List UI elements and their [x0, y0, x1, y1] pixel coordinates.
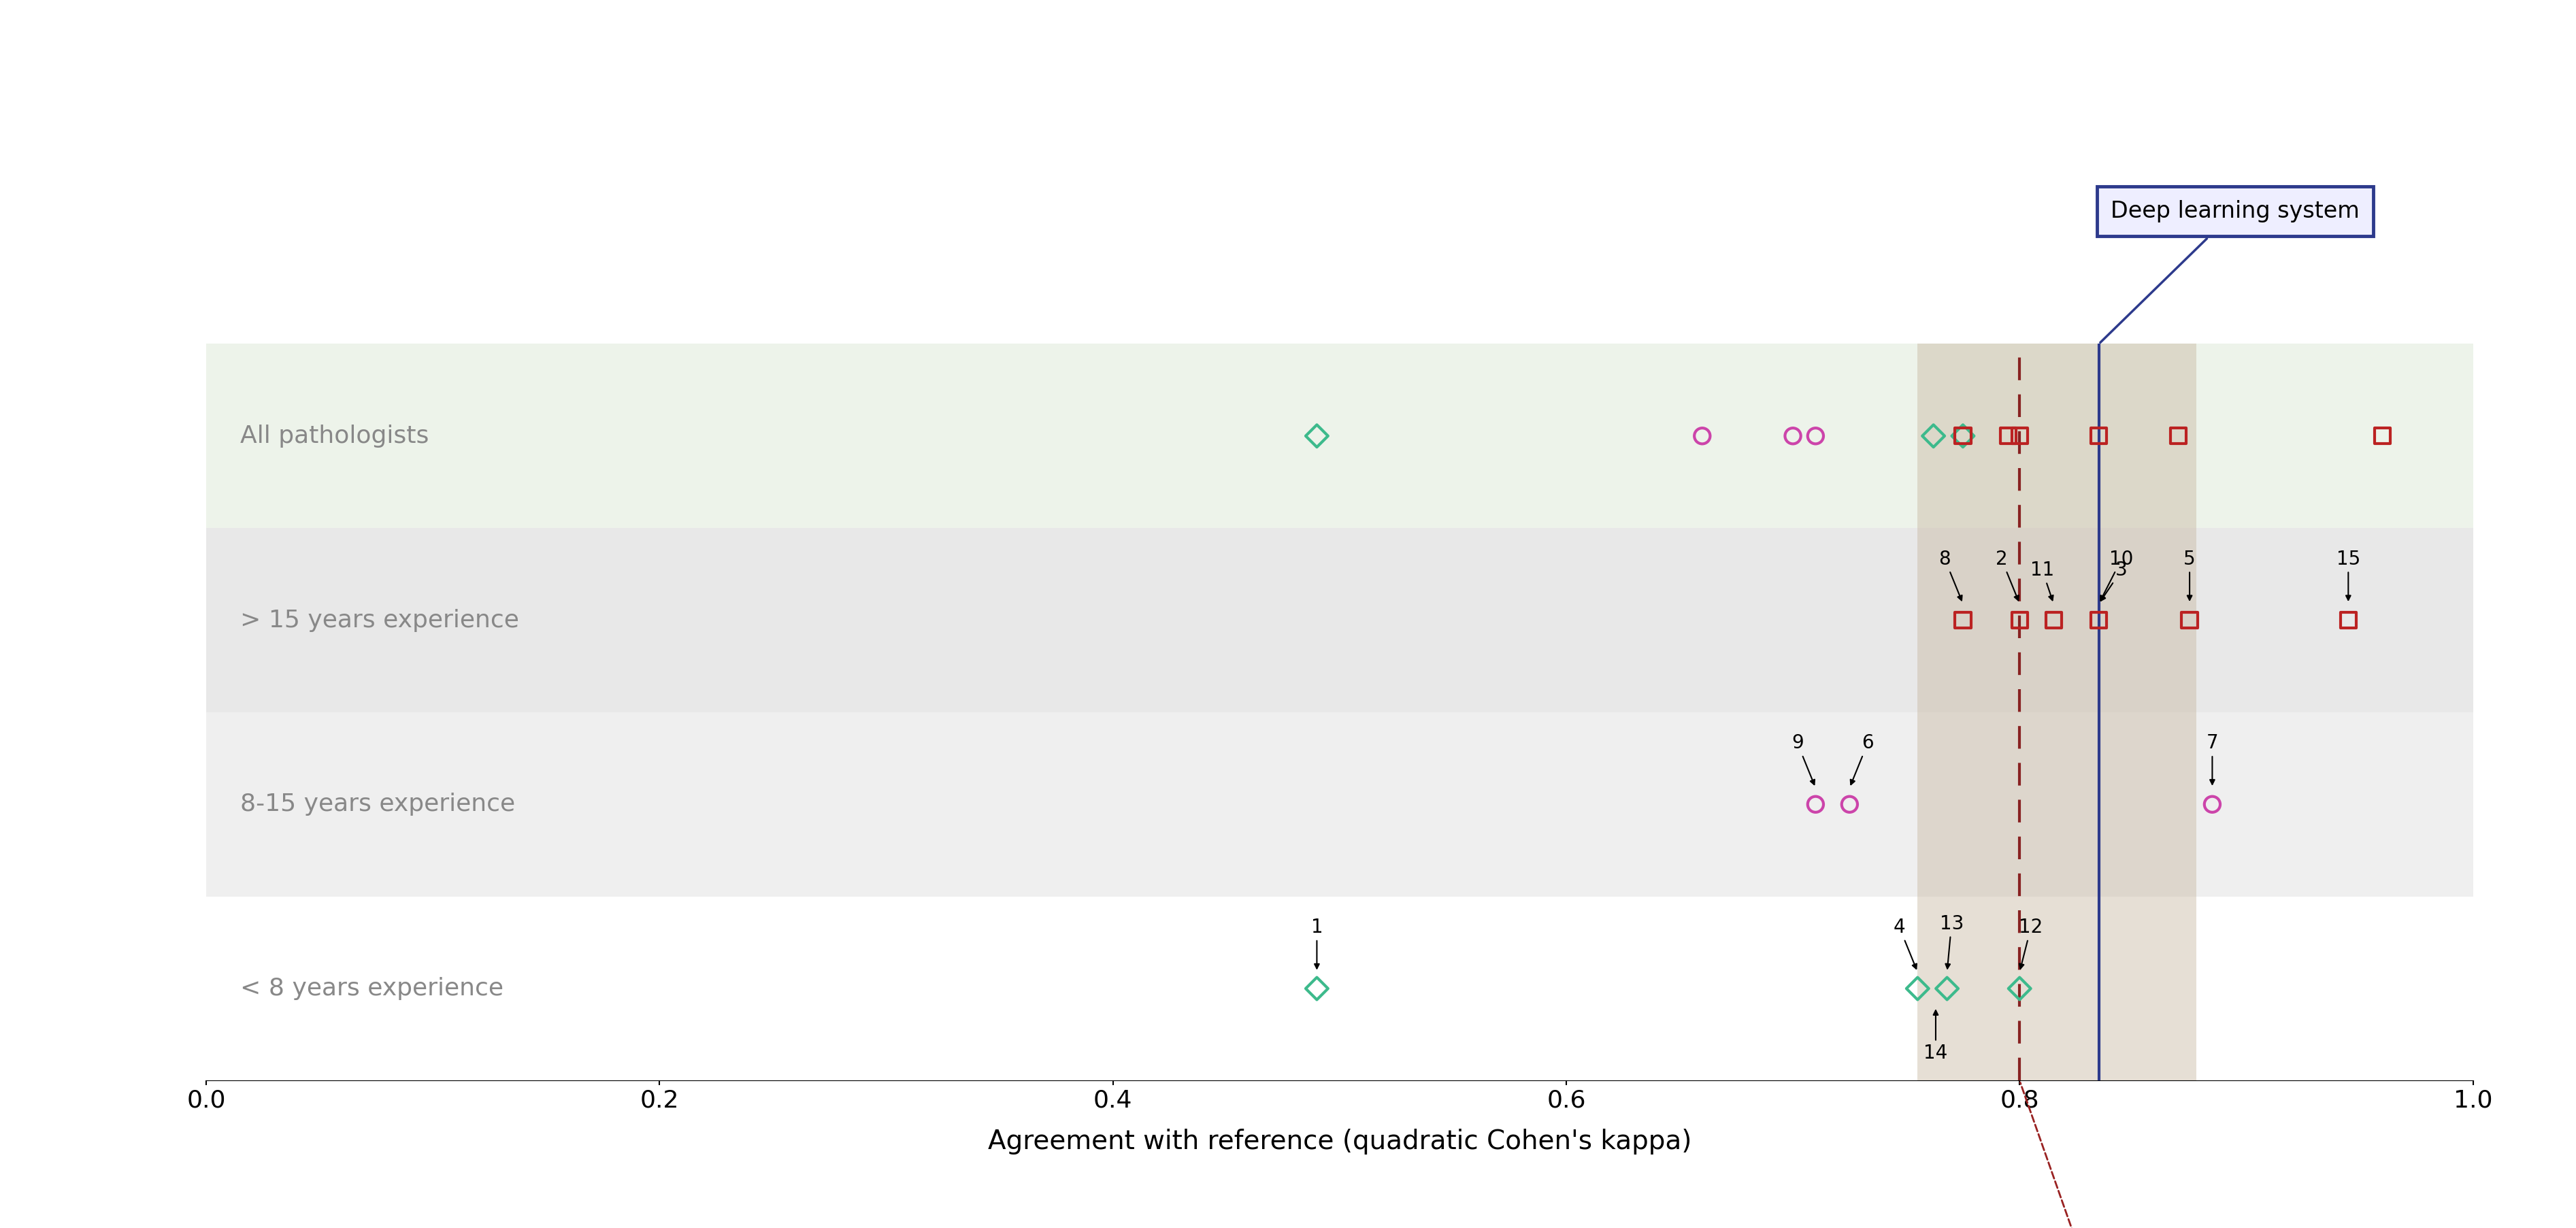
Text: 10: 10: [2099, 549, 2133, 600]
Point: [2079, 610, 2120, 630]
Text: Deep learning system: Deep learning system: [2099, 200, 2360, 343]
Point: [2079, 426, 2120, 446]
Text: 9: 9: [1790, 733, 1814, 785]
Point: [1942, 610, 1984, 630]
Text: 5: 5: [2184, 549, 2195, 600]
Text: 2: 2: [1996, 549, 2020, 600]
Text: > 15 years experience: > 15 years experience: [240, 609, 518, 631]
Point: [1682, 426, 1723, 446]
Point: [2159, 426, 2200, 446]
Text: 1: 1: [1311, 917, 1324, 969]
Text: 7: 7: [2205, 733, 2218, 785]
Text: 15: 15: [2336, 549, 2360, 600]
Text: Pathologists
(median + iqr): Pathologists (median + iqr): [2020, 1082, 2187, 1228]
Point: [1942, 426, 1984, 446]
Point: [2329, 610, 2370, 630]
Text: 3: 3: [2102, 560, 2128, 600]
Point: [2362, 426, 2403, 446]
Text: 6: 6: [1850, 733, 1873, 785]
Point: [1896, 979, 1937, 998]
X-axis label: Agreement with reference (quadratic Cohen's kappa): Agreement with reference (quadratic Cohe…: [987, 1129, 1692, 1154]
Text: 13: 13: [1940, 914, 1963, 969]
Text: 4: 4: [1893, 917, 1917, 969]
Point: [1942, 426, 1984, 446]
Point: [2032, 610, 2074, 630]
Text: 11: 11: [2030, 560, 2053, 600]
Text: < 8 years experience: < 8 years experience: [240, 977, 502, 1000]
Point: [1914, 426, 1955, 446]
Text: 14: 14: [1924, 1011, 1947, 1063]
Bar: [206, 528, 2473, 712]
Point: [1795, 795, 1837, 814]
Point: [1296, 979, 1337, 998]
Text: 8-15 years experience: 8-15 years experience: [240, 793, 515, 815]
Point: [1296, 426, 1337, 446]
Point: [1999, 979, 2040, 998]
Point: [1829, 795, 1870, 814]
Point: [1927, 979, 1968, 998]
Point: [1795, 426, 1837, 446]
Point: [1999, 426, 2040, 446]
Bar: [206, 712, 2473, 896]
Bar: [206, 344, 2473, 528]
Bar: [1917, 344, 2197, 1081]
Point: [1772, 426, 1814, 446]
Text: All pathologists: All pathologists: [240, 425, 428, 447]
Point: [1999, 610, 2040, 630]
Point: [2192, 795, 2233, 814]
Point: [2169, 610, 2210, 630]
Text: 8: 8: [1940, 549, 1963, 600]
Bar: [206, 896, 2473, 1081]
Text: 12: 12: [2020, 917, 2043, 969]
Point: [1989, 426, 2030, 446]
